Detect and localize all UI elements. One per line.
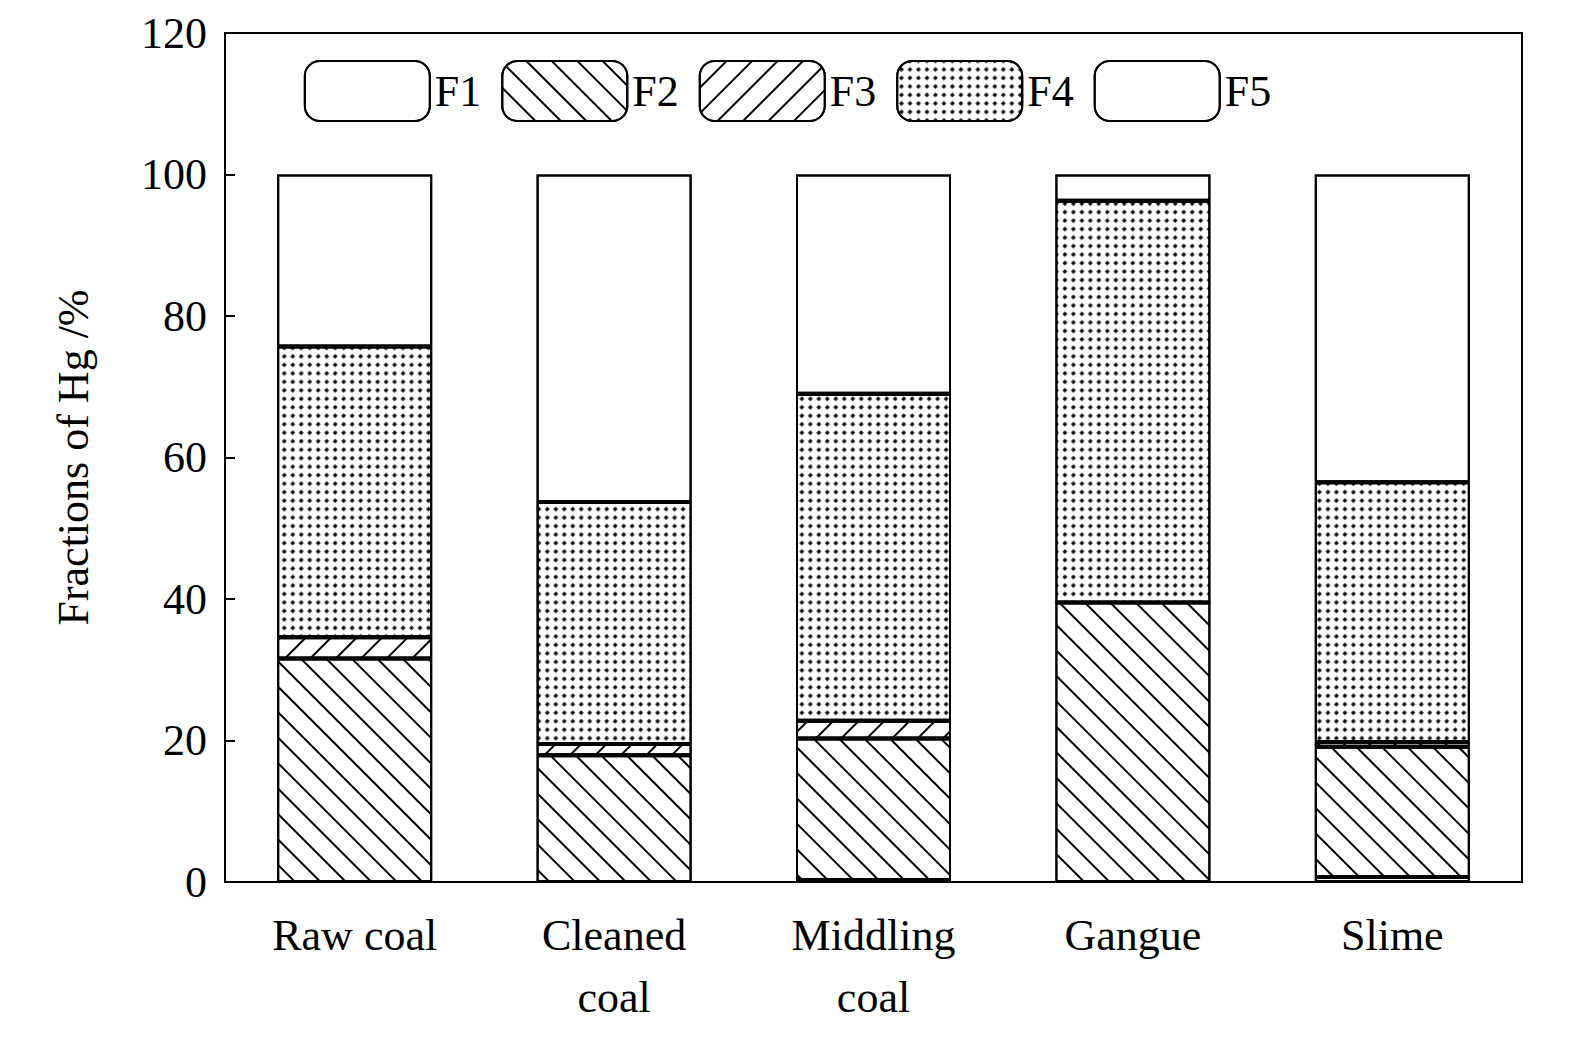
svg-text:20: 20 — [163, 716, 207, 765]
svg-text:F3: F3 — [830, 67, 876, 116]
svg-text:coal: coal — [577, 973, 650, 1022]
svg-text:F5: F5 — [1225, 67, 1271, 116]
svg-text:Gangue: Gangue — [1064, 911, 1201, 960]
svg-text:Slime: Slime — [1341, 911, 1444, 960]
svg-text:80: 80 — [163, 292, 207, 341]
svg-text:Fractions of Hg /%: Fractions of Hg /% — [49, 289, 98, 625]
svg-text:F4: F4 — [1027, 67, 1073, 116]
svg-text:Cleaned: Cleaned — [542, 911, 686, 960]
svg-text:Raw coal: Raw coal — [272, 911, 437, 960]
svg-text:F2: F2 — [632, 67, 678, 116]
svg-text:0: 0 — [185, 858, 207, 907]
svg-text:coal: coal — [837, 973, 910, 1022]
svg-text:F1: F1 — [435, 67, 481, 116]
svg-text:40: 40 — [163, 575, 207, 624]
svg-text:Middling: Middling — [792, 911, 956, 960]
svg-text:100: 100 — [141, 150, 207, 199]
svg-text:120: 120 — [141, 9, 207, 58]
svg-text:60: 60 — [163, 433, 207, 482]
